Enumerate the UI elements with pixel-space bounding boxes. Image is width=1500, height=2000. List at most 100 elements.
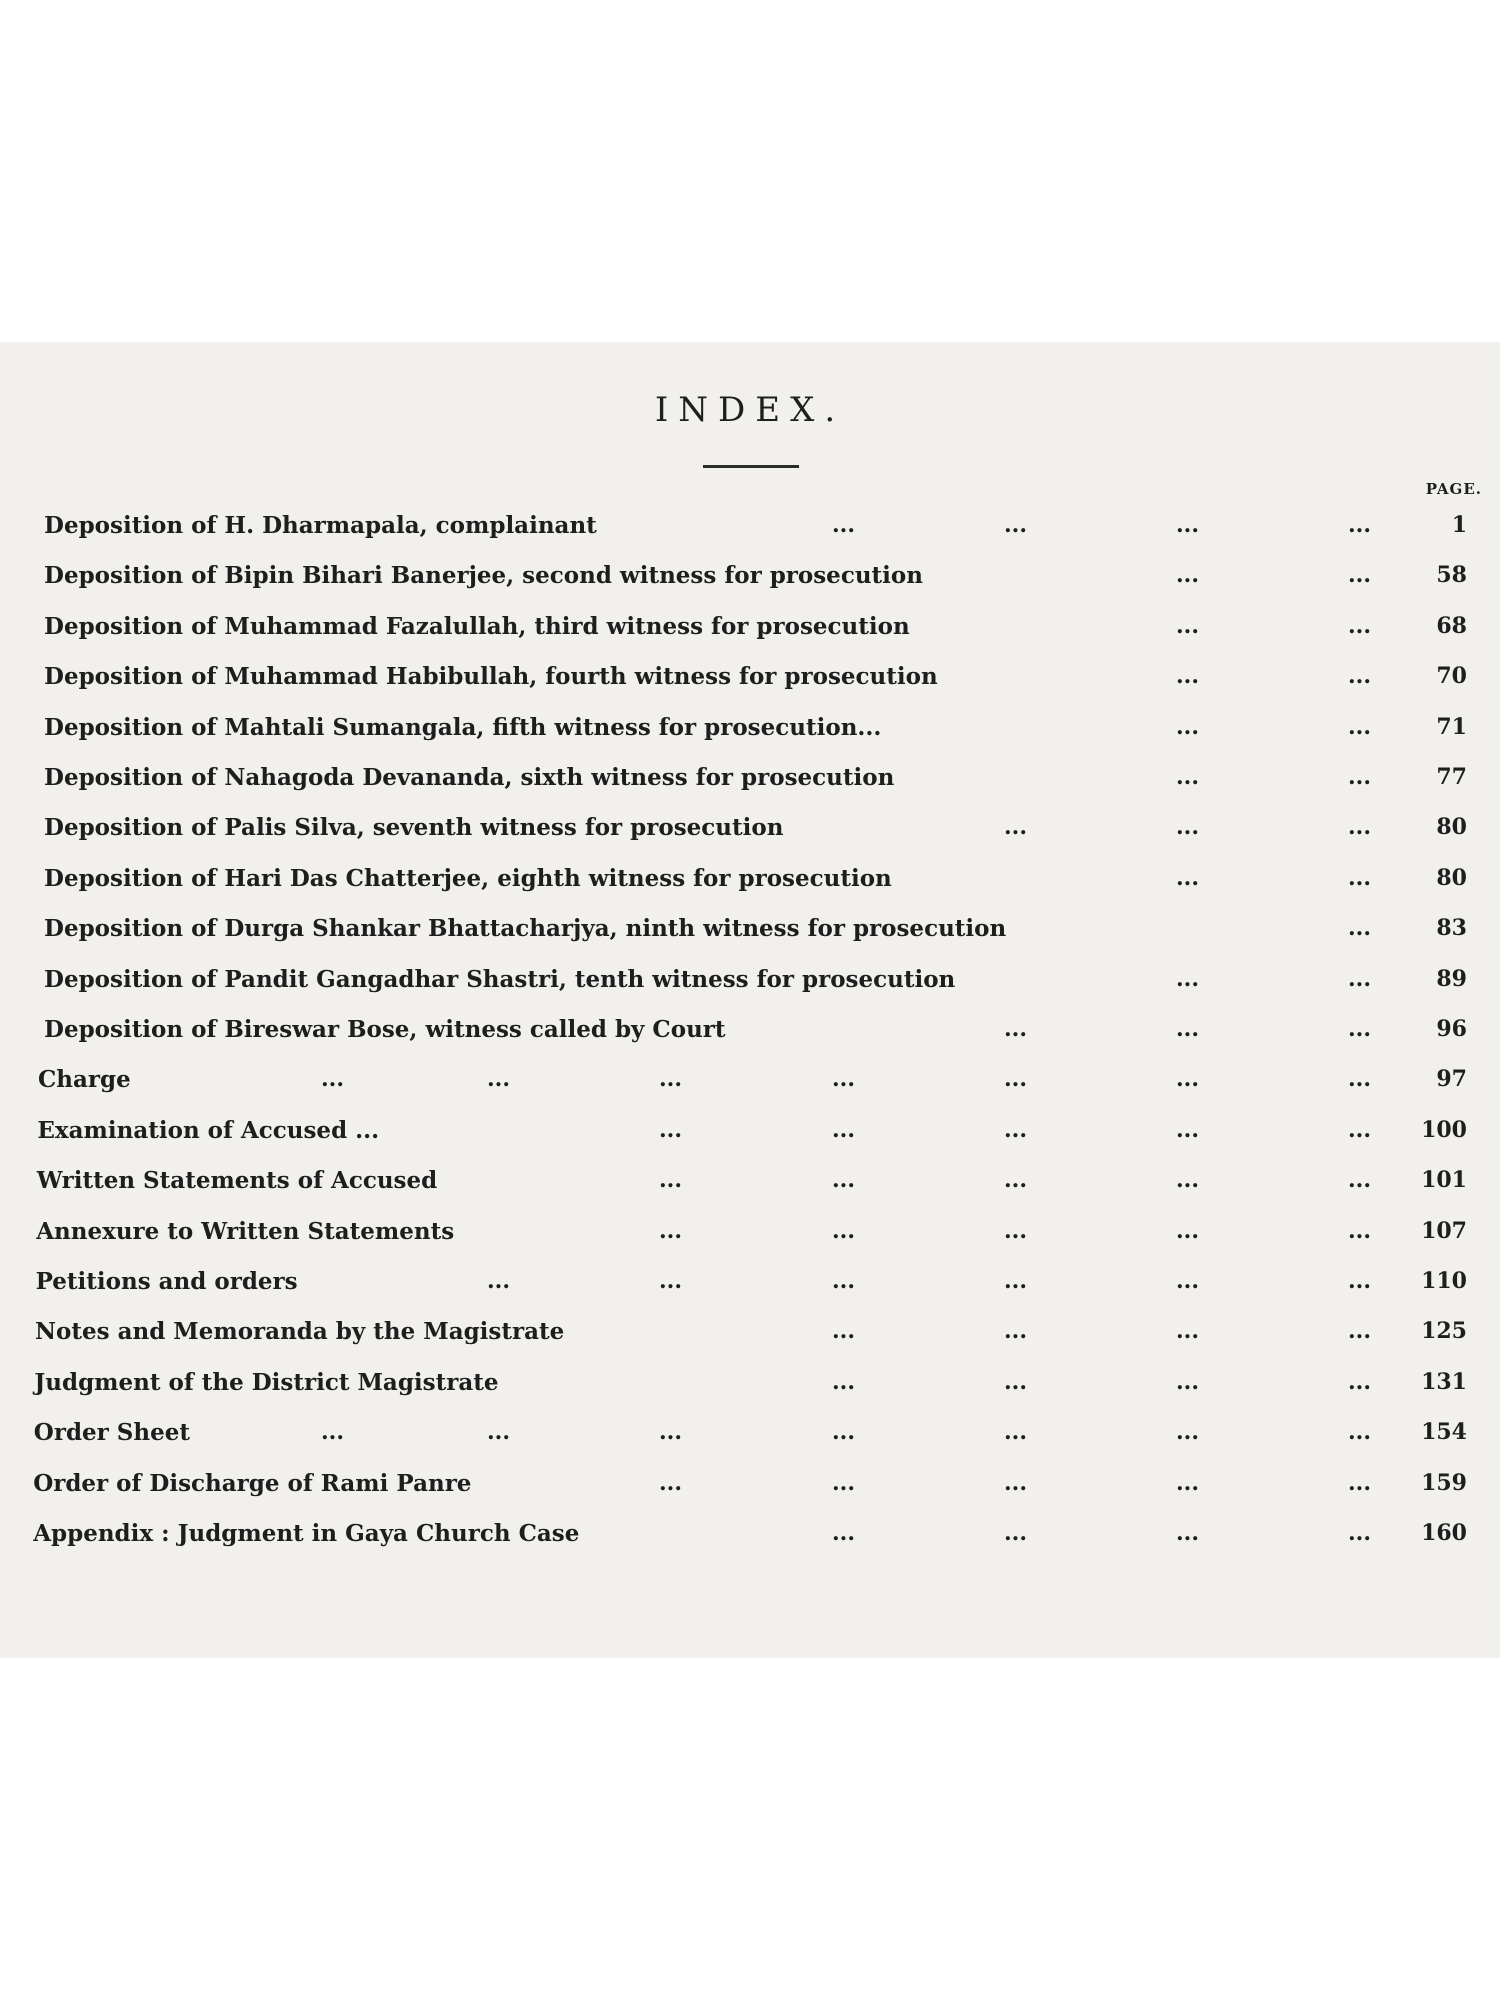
dot-leader: ...: [1176, 814, 1199, 841]
dot-leader: ...: [1004, 1217, 1027, 1244]
dot-leader: ...: [832, 1167, 855, 1194]
entry-title: Charge: [38, 1066, 131, 1094]
dot-leader: ...: [1004, 1469, 1027, 1496]
entry-page-number: 107: [1421, 1217, 1467, 1244]
entry-title: Written Statements of Accused: [36, 1167, 438, 1195]
dot-leader: ...: [1348, 512, 1371, 538]
entry-page-number: 100: [1421, 1116, 1467, 1143]
entry-page-number: 89: [1436, 965, 1467, 992]
dot-leader: ...: [659, 1217, 682, 1244]
dot-leader: ...: [832, 1368, 855, 1395]
index-entry: Deposition of Muhammad Habibullah, fourt…: [0, 663, 1500, 703]
dot-leader: ...: [1348, 1217, 1371, 1244]
entry-page-number: 68: [1436, 612, 1467, 639]
dot-leader: ...: [1004, 1419, 1027, 1446]
dot-leader: ...: [1348, 1066, 1371, 1093]
entry-title: Deposition of H. Dharmapala, complainant: [44, 512, 597, 539]
dot-leader: ...: [1176, 1368, 1199, 1395]
entry-page-number: 77: [1436, 764, 1467, 790]
dot-leader: ...: [1176, 1268, 1199, 1294]
entry-title: Deposition of Muhammad Habibullah, fourt…: [44, 663, 938, 691]
dot-leader: ...: [832, 1217, 855, 1244]
dot-leader: ...: [1348, 1116, 1371, 1143]
index-entry: Order Sheet..................... 154: [0, 1419, 1500, 1459]
title-rule: [703, 465, 799, 468]
page-column-header: PAGE.: [1425, 480, 1482, 498]
dot-leader: ...: [1176, 612, 1199, 639]
dot-leader: ...: [1348, 1167, 1371, 1194]
dot-leader: ...: [1176, 1520, 1199, 1546]
index-entry: Deposition of Mahtali Sumangala, fifth w…: [0, 714, 1500, 754]
dot-leader: ...: [1004, 814, 1027, 841]
dot-leader: ...: [1176, 663, 1199, 690]
dot-leader: ...: [487, 1268, 510, 1294]
index-entry: Deposition of Muhammad Fazalullah, third…: [0, 613, 1500, 653]
entry-title: Deposition of Bipin Bihari Banerjee, sec…: [44, 562, 923, 590]
index-entry: Petitions and orders.................. 11…: [0, 1268, 1500, 1308]
dot-leader: ...: [1176, 1016, 1199, 1042]
entry-title: Examination of Accused ...: [37, 1116, 380, 1144]
dot-leader: ...: [832, 1066, 855, 1093]
dot-leader: ...: [321, 1066, 344, 1093]
index-entry: Examination of Accused .................…: [0, 1117, 1500, 1157]
dot-leader: ...: [1176, 562, 1199, 589]
index-entry: Deposition of Hari Das Chatterjee, eight…: [0, 865, 1500, 905]
dot-leader: ...: [659, 1167, 682, 1194]
entry-title: Deposition of Muhammad Fazalullah, third…: [44, 612, 910, 640]
dot-leader: ...: [1348, 1016, 1371, 1042]
dot-leader: ...: [1176, 864, 1199, 891]
index-entry: Deposition of Nahagoda Devananda, sixth …: [0, 764, 1500, 804]
dot-leader: ...: [832, 1469, 855, 1496]
dot-leader: ...: [1348, 562, 1371, 589]
entry-title: Petitions and orders: [35, 1268, 298, 1295]
dot-leader: ...: [1348, 965, 1371, 992]
entry-title: Deposition of Palis Silva, seventh witne…: [44, 814, 784, 842]
dot-leader: ...: [1176, 1066, 1199, 1093]
entry-page-number: 125: [1421, 1318, 1467, 1345]
dot-leader: ...: [832, 1419, 855, 1446]
entry-title: Notes and Memoranda by the Magistrate: [35, 1318, 565, 1346]
index-entry: Order of Discharge of Rami Panre........…: [0, 1470, 1500, 1510]
index-entry: Judgment of the District Magistrate.....…: [0, 1369, 1500, 1409]
dot-leader: ...: [659, 1469, 682, 1496]
entry-title: Deposition of Pandit Gangadhar Shastri, …: [44, 965, 956, 993]
dot-leader: ...: [1348, 1469, 1371, 1496]
dot-leader: ...: [1176, 1116, 1199, 1143]
entry-page-number: 58: [1436, 562, 1467, 589]
index-entry: Written Statements of Accused...........…: [0, 1167, 1500, 1207]
entry-page-number: 110: [1421, 1268, 1467, 1294]
dot-leader: ...: [1348, 612, 1371, 639]
entry-page-number: 83: [1436, 915, 1467, 942]
dot-leader: ...: [1176, 965, 1199, 992]
dot-leader: ...: [832, 1318, 855, 1345]
dot-leader: ...: [1176, 713, 1199, 740]
entry-page-number: 97: [1436, 1066, 1467, 1093]
dot-leader: ...: [1176, 1469, 1199, 1496]
entry-page-number: 80: [1436, 864, 1467, 891]
index-entry: Deposition of Bireswar Bose, witness cal…: [0, 1016, 1500, 1056]
dot-leader: ...: [1176, 1167, 1199, 1194]
entry-page-number: 131: [1421, 1368, 1467, 1395]
dot-leader: ...: [1176, 1419, 1199, 1446]
index-entry: Deposition of H. Dharmapala, complainant…: [0, 512, 1500, 552]
dot-leader: ...: [1004, 1368, 1027, 1395]
dot-leader: ...: [1004, 1066, 1027, 1093]
dot-leader: ...: [487, 1066, 510, 1093]
entry-page-number: 159: [1421, 1469, 1467, 1496]
index-entry: Deposition of Palis Silva, seventh witne…: [0, 814, 1500, 854]
dot-leader: ...: [832, 512, 855, 538]
dot-leader: ...: [1004, 512, 1027, 538]
dot-leader: ...: [832, 1520, 855, 1546]
entry-page-number: 80: [1436, 814, 1467, 841]
index-entry: Notes and Memoranda by the Magistrate...…: [0, 1318, 1500, 1358]
dot-leader: ...: [832, 1116, 855, 1143]
entry-title: Order Sheet: [33, 1419, 191, 1447]
dot-leader: ...: [321, 1419, 344, 1446]
dot-leader: ...: [1004, 1268, 1027, 1294]
entry-title: Deposition of Bireswar Bose, witness cal…: [44, 1016, 726, 1043]
index-entry: Deposition of Bipin Bihari Banerjee, sec…: [0, 562, 1500, 602]
dot-leader: ...: [1348, 1318, 1371, 1345]
index-entry: Deposition of Pandit Gangadhar Shastri, …: [0, 966, 1500, 1006]
dot-leader: ...: [1348, 864, 1371, 891]
dot-leader: ...: [832, 1268, 855, 1294]
